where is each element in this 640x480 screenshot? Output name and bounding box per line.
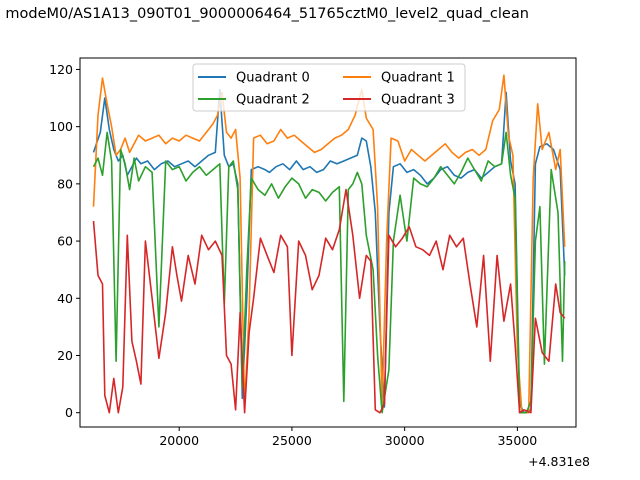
y-tick-label: 40 (57, 291, 73, 306)
y-axis: 0 20 40 60 80 100 120 (49, 62, 80, 420)
series-line-quadrant-3 (92, 188, 566, 414)
x-tick-label: 20000 (159, 433, 199, 448)
plot-frame (79, 57, 577, 428)
x-axis-offset-label: +4.831e8 (528, 454, 590, 469)
y-tick-label: 20 (57, 348, 73, 363)
series-line-quadrant-1 (92, 74, 566, 414)
series-layer (92, 74, 566, 414)
chart-title: n file: modeM0/AS1A13_090T01_9000006464_… (0, 6, 529, 22)
legend-box (192, 63, 466, 112)
y-tick-label: 60 (57, 234, 73, 249)
x-tick-label: 25000 (272, 433, 312, 448)
legend-label: Quadrant 0 (236, 71, 310, 86)
x-axis: 20000 25000 30000 35000 (159, 427, 537, 448)
x-tick-label: 30000 (385, 433, 425, 448)
y-tick-label: 120 (49, 62, 73, 77)
y-tick-label: 80 (57, 176, 73, 191)
y-tick-label: 0 (65, 405, 73, 420)
y-tick-label: 100 (49, 119, 73, 134)
legend-label: Quadrant 2 (236, 93, 310, 108)
series-line-quadrant-2 (92, 131, 566, 414)
legend-label: Quadrant 3 (381, 93, 455, 108)
x-tick-label: 35000 (497, 433, 537, 448)
legend-label: Quadrant 1 (381, 71, 455, 86)
series-line-quadrant-0 (92, 88, 566, 414)
legend: Quadrant 0 Quadrant 1 Quadrant 2 Quadrant 3 (192, 63, 466, 112)
